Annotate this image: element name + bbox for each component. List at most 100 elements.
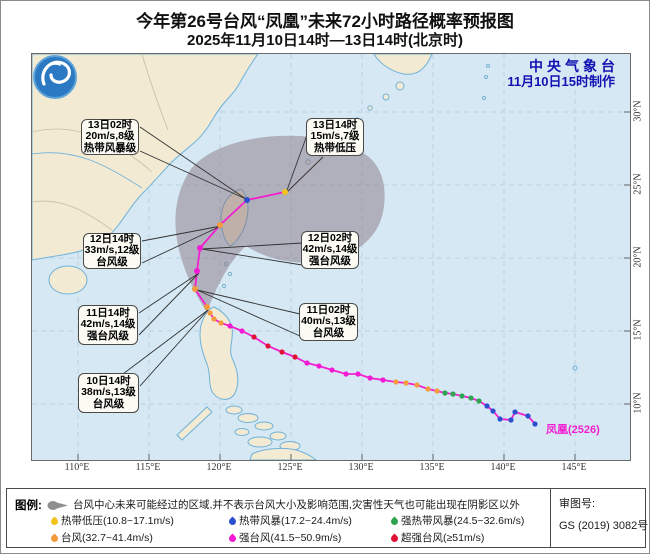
cone-description: 台风中心未来可能经过的区域,并不表示台风大小及影响范围,灾害性天气也可能出现在阴…: [73, 499, 520, 511]
callout-line: 13日02时: [87, 118, 133, 131]
callout-line: 15m/s,7级: [310, 130, 360, 143]
leader-line: [196, 289, 301, 315]
leader-line: [139, 126, 247, 200]
lon-label: 125°E: [277, 462, 303, 473]
kyushu: [373, 54, 433, 75]
history-point: [403, 380, 409, 386]
issue-time: 11月10日15时制作: [507, 74, 615, 89]
history-point: [355, 371, 361, 377]
callout-line: 40m/s,13级: [301, 315, 356, 328]
callout-line: 42m/s,14级: [302, 243, 358, 256]
agency-name: 中央气象台: [529, 58, 619, 74]
page-subtitle: 2025年11月10日14时—13日14时(北京时): [187, 32, 463, 49]
lat-label: 20°N: [632, 246, 644, 268]
leader-line: [139, 309, 209, 387]
legend-item-label: 强热带风暴(24.5~32.6m/s): [401, 515, 525, 527]
callout-line: 台风级: [96, 255, 128, 268]
history-point: [450, 391, 456, 397]
callout-line: 强台风级: [309, 254, 351, 267]
callout-line: 热带低压: [314, 141, 356, 154]
forecast-callout-5: 11日02时 40m/s,13级 台风级: [299, 303, 358, 341]
callout-line: 台风级: [92, 397, 125, 410]
history-point: [393, 379, 399, 385]
forecast-callout-3: 12日02时 42m/s,14级 强台风级: [301, 231, 359, 269]
landmasses: [32, 54, 578, 460]
lon-label: 135°E: [419, 462, 445, 473]
leader-line: [138, 272, 200, 336]
legend-item-sty: 强台风(41.5~50.9m/s): [227, 530, 342, 545]
legend-title: 图例:: [15, 500, 42, 512]
legend-item-super: 超强台风(≥51m/s): [389, 530, 484, 545]
leader-line: [196, 289, 301, 337]
lat-label: 25°N: [632, 173, 644, 195]
forecast-point: [204, 304, 210, 310]
legend-item-label: 台风(32.7~41.4m/s): [61, 532, 153, 544]
luzon-island: [199, 306, 239, 400]
history-point: [468, 395, 474, 401]
history-point: [292, 354, 298, 360]
history-point: [316, 363, 322, 369]
forecast-callout-4: 11日14时 42m/s,14级 强台风级: [78, 305, 138, 345]
legend: 图例: 台风中心未来可能经过的区域,并不表示台风大小及影响范围,灾害性天气也可能…: [6, 488, 649, 548]
map-review-number: 审图号: GS (2019) 3082号: [550, 489, 649, 547]
history-point: [459, 393, 465, 399]
callout-line: 台风级: [312, 326, 345, 339]
callout-line: 13日14时: [312, 118, 358, 131]
history-point: [380, 377, 386, 383]
palawan-island: [176, 406, 213, 441]
history-point: [525, 413, 531, 419]
review-value: GS (2019) 3082号: [559, 520, 649, 532]
probability-cone: [175, 135, 385, 312]
callout-line: 38m/s,13级: [81, 386, 136, 399]
forecast-point: [217, 222, 223, 228]
history-point: [207, 310, 213, 316]
batanes-islands: [221, 261, 233, 289]
td-icon: [49, 516, 60, 527]
history-point: [329, 367, 335, 373]
callout-line: 42m/s,14级: [80, 318, 136, 331]
lon-label: 140°E: [490, 462, 516, 473]
legend-item-sts: 强热带风暴(24.5~32.6m/s): [389, 513, 525, 528]
super-ty-icon: [389, 533, 400, 544]
history-point: [497, 416, 503, 422]
leader-line: [201, 242, 303, 250]
forecast-point: [244, 197, 250, 203]
forecast-point: [194, 268, 200, 274]
legend-item-label: 热带低压(10.8~17.1m/s): [61, 515, 174, 527]
sts-icon: [389, 516, 400, 527]
callout-line: 20m/s,8级: [85, 130, 135, 143]
axis-ticks: [77, 111, 630, 460]
forecast-callout-2: 12日14时 33m/s,12级 台风级: [83, 233, 141, 269]
history-point: [251, 334, 257, 340]
history-point: [484, 403, 490, 409]
lon-label: 130°E: [348, 462, 374, 473]
forecast-callout-1: 13日14时 15m/s,7级 热带低压: [306, 118, 364, 156]
ts-icon: [227, 516, 238, 527]
lon-label: 120°E: [206, 462, 232, 473]
lat-label: 30°N: [632, 100, 644, 122]
callout-line: 11日14时: [86, 306, 130, 319]
history-point: [211, 316, 217, 322]
forecast-callout-0: 13日02时 20m/s,8级 热带风暴级: [81, 119, 139, 155]
history-point: [304, 360, 310, 366]
cone-icon: [47, 498, 69, 516]
leader-line: [141, 225, 222, 264]
callout-leader-lines: [122, 126, 324, 387]
leader-line: [285, 156, 324, 194]
lon-label: 110°E: [64, 462, 90, 473]
cma-logo: [33, 55, 77, 99]
review-label: 审图号:: [559, 498, 596, 510]
history-point: [367, 375, 373, 381]
history-point: [227, 323, 233, 329]
leader-line: [201, 248, 303, 266]
callout-line: 33m/s,12级: [84, 244, 140, 257]
history-point: [218, 320, 224, 326]
leader-line: [139, 150, 247, 200]
callout-line: 10日14时: [86, 374, 131, 387]
history-point: [508, 417, 514, 423]
lat-label: 15°N: [632, 319, 644, 341]
forecast-callout-6: 10日14时 38m/s,13级 台风级: [78, 373, 139, 413]
legend-item-label: 强台风(41.5~50.9m/s): [239, 532, 342, 544]
history-point: [343, 371, 349, 377]
